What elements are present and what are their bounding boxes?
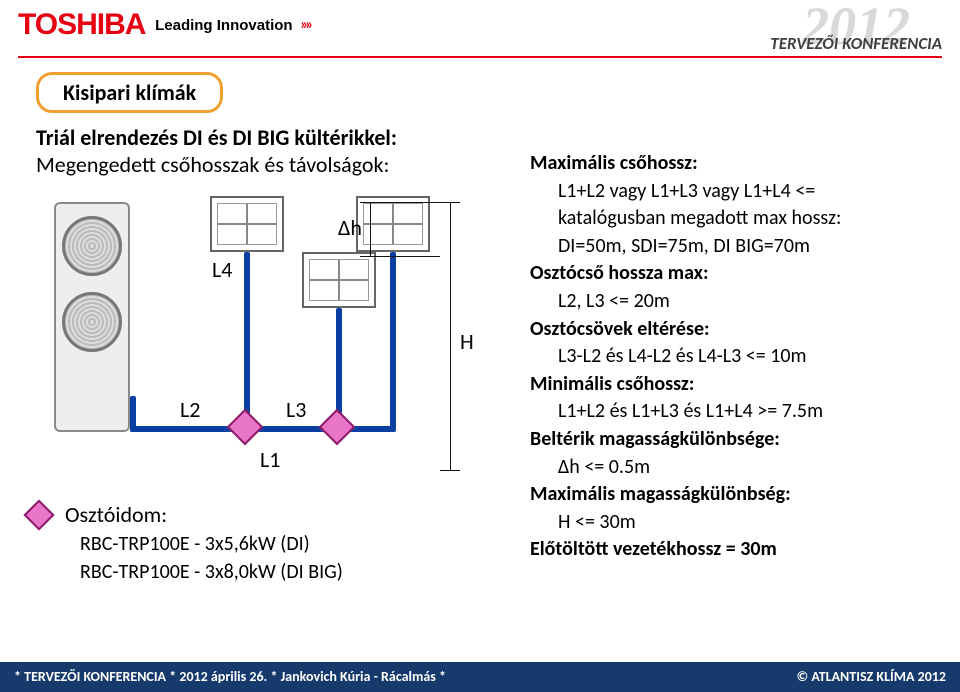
spec-line: L1+L2 vagy L1+L3 vagy L1+L4 <= (530, 178, 944, 206)
fan-icon (62, 292, 122, 352)
chevrons-icon: »» (300, 16, 310, 34)
spec-text: Maximális csőhossz: L1+L2 vagy L1+L3 vag… (530, 150, 944, 564)
dim-cap (440, 202, 460, 203)
spec-heading: Minimális csőhossz: (530, 371, 944, 399)
dim-line (370, 202, 371, 256)
dim-cap (360, 202, 440, 203)
label-dh: Δh (338, 214, 362, 241)
pipe (130, 396, 136, 432)
label-L2: L2 (180, 396, 200, 423)
label-H: H (460, 328, 474, 355)
spec-heading: Osztócsövek eltérése: (530, 316, 944, 344)
spec-heading: Maximális csőhossz: (530, 150, 944, 178)
pipe (390, 252, 396, 432)
splitter-legend: Osztóidom: (28, 500, 167, 528)
spec-heading: Beltérik magasságkülönbsége: (530, 426, 944, 454)
label-L3: L3 (286, 396, 306, 423)
order-line: RBC-TRP100E - 3x8,0kW (DI BIG) (80, 558, 343, 586)
dim-cap (360, 256, 440, 257)
spec-heading: Maximális magasságkülönbség: (530, 481, 944, 509)
footer-left: * TERVEZŐI KONFERENCIA * 2012 április 26… (14, 668, 446, 685)
spec-line: DI=50m, SDI=75m, DI BIG=70m (530, 233, 944, 261)
label-L4: L4 (212, 256, 232, 283)
footer-right: © ATLANTISZ KLÍMA 2012 (796, 668, 946, 685)
outdoor-unit-icon (54, 202, 130, 432)
dim-cap (440, 470, 460, 471)
splitter-label: Osztóidom: (65, 501, 167, 528)
spec-line: L3-L2 és L4-L2 és L4-L3 <= 10m (530, 343, 944, 371)
spec-line: L1+L2 és L1+L3 és L1+L4 >= 7.5m (530, 398, 944, 426)
footer: * TERVEZŐI KONFERENCIA * 2012 április 26… (0, 662, 960, 692)
year-block: 2012 TERVEZŐI KONFERENCIA (770, 2, 942, 72)
year-subtitle: TERVEZŐI KONFERENCIA (770, 33, 942, 54)
splitter-icon (23, 499, 54, 530)
brand-logo: TOSHIBA (18, 8, 145, 42)
spec-heading: Előtöltött vezetékhossz = 30m (530, 536, 944, 564)
brand-tagline: Leading Innovation (155, 17, 293, 34)
spec-line: katalógusban megadott max hossz: (530, 205, 944, 233)
title-line-1: Triál elrendezés DI és DI BIG kültérikke… (36, 124, 516, 151)
divider (18, 56, 942, 58)
dim-line (450, 202, 451, 470)
category-pill: Kisipari klímák (36, 72, 223, 113)
header: TOSHIBA Leading Innovation »» 2012 TERVE… (18, 8, 942, 54)
spec-heading: Osztócső hossza max: (530, 260, 944, 288)
indoor-unit-icon (356, 196, 430, 252)
left-column: Triál elrendezés DI és DI BIG kültérikke… (36, 124, 516, 178)
splitter-icon (319, 409, 356, 446)
order-lines: RBC-TRP100E - 3x5,6kW (DI) RBC-TRP100E -… (80, 530, 343, 586)
label-L1: L1 (260, 446, 280, 473)
spec-line: Δh <= 0.5m (530, 454, 944, 482)
pipe (244, 252, 250, 432)
indoor-unit-icon (302, 252, 376, 308)
spec-line: L2, L3 <= 20m (530, 288, 944, 316)
title-line-2: Megengedett csőhosszak és távolságok: (36, 151, 516, 178)
spec-line: H <= 30m (530, 509, 944, 537)
indoor-unit-icon (210, 196, 284, 252)
fan-icon (62, 216, 122, 276)
order-line: RBC-TRP100E - 3x5,6kW (DI) (80, 530, 343, 558)
piping-diagram: L2 L3 L1 L4 Δh H (54, 196, 484, 506)
splitter-icon (227, 409, 264, 446)
